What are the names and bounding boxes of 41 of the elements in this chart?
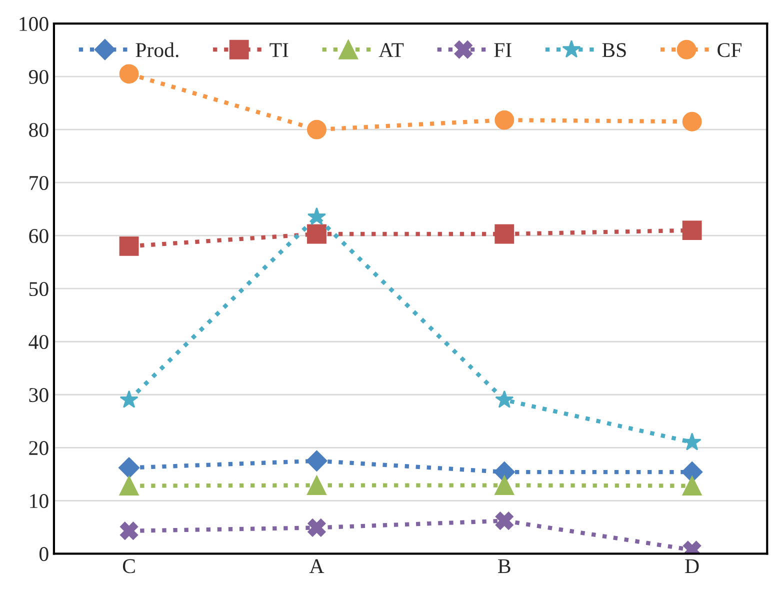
y-tick-label: 0 xyxy=(39,547,48,562)
point xyxy=(306,120,326,140)
y-tick-label: 100 xyxy=(20,16,48,31)
point xyxy=(307,207,326,226)
point xyxy=(120,522,138,540)
point xyxy=(494,476,514,495)
point xyxy=(682,220,702,240)
x-tick-label: D xyxy=(685,559,699,574)
legend-label: CF xyxy=(718,43,742,58)
y-tick-label: 80 xyxy=(29,122,48,138)
point xyxy=(308,518,326,537)
y-tick-label: 20 xyxy=(29,441,48,456)
y-tick-label: 90 xyxy=(28,70,48,84)
y-tick-label: 70 xyxy=(30,176,48,190)
legend-label: AT xyxy=(378,43,404,57)
legend-label: BS xyxy=(602,43,626,58)
point xyxy=(495,390,514,408)
point xyxy=(495,512,514,530)
point xyxy=(494,110,514,130)
point xyxy=(119,64,139,84)
y-tick-label: 10 xyxy=(30,494,48,508)
y-tick-label: 50 xyxy=(29,282,48,296)
point xyxy=(120,390,138,408)
y-tick-label: 40 xyxy=(28,334,48,350)
y-tick-label: 60 xyxy=(29,228,48,244)
point xyxy=(306,224,326,244)
x-tick-label: A xyxy=(309,559,324,573)
x-tick-label: B xyxy=(498,559,510,574)
y-tick-label: 30 xyxy=(29,388,48,402)
x-tick-label: C xyxy=(122,559,135,574)
point xyxy=(682,476,702,496)
point xyxy=(119,236,139,256)
legend-label: FI xyxy=(494,43,512,57)
point xyxy=(118,457,140,478)
legend-label: Prod. xyxy=(136,42,178,58)
legend-label: TI xyxy=(270,43,288,57)
point xyxy=(494,224,514,244)
point xyxy=(306,476,326,495)
point xyxy=(306,450,328,472)
point xyxy=(119,476,139,496)
point xyxy=(682,112,702,132)
